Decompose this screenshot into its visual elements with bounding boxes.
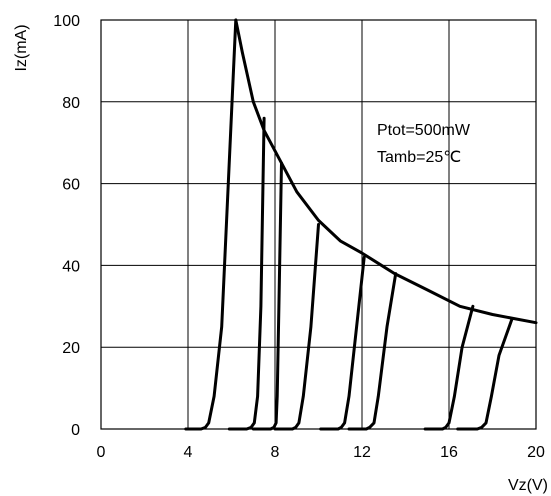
x-tick-label: 0 bbox=[97, 444, 106, 461]
y-tick-label: 0 bbox=[71, 422, 80, 439]
y-tick-label: 80 bbox=[62, 95, 80, 112]
y-tick-label: 20 bbox=[62, 340, 80, 357]
x-tick-label: 8 bbox=[271, 444, 280, 461]
x-tick-label: 12 bbox=[353, 444, 371, 461]
y-tick-label: 100 bbox=[53, 13, 80, 30]
x-axis-label: Vz(V) bbox=[508, 477, 548, 494]
x-tick-label: 20 bbox=[527, 444, 545, 461]
x-tick-label: 4 bbox=[184, 444, 193, 461]
y-axis-label: Iz(mA) bbox=[13, 24, 30, 71]
annotation-tamb: Tamb=25℃ bbox=[377, 149, 461, 166]
x-tick-label: 16 bbox=[440, 444, 458, 461]
y-tick-label: 60 bbox=[62, 177, 80, 194]
power-limit-curve bbox=[234, 18, 538, 325]
tick-labels: 0 4 8 12 16 20 0 20 40 60 80 100 bbox=[53, 13, 545, 461]
annotation-ptot: Ptot=500mW bbox=[377, 122, 471, 139]
grid bbox=[101, 20, 536, 429]
y-tick-label: 40 bbox=[62, 258, 80, 275]
plot-frame bbox=[100, 19, 537, 430]
